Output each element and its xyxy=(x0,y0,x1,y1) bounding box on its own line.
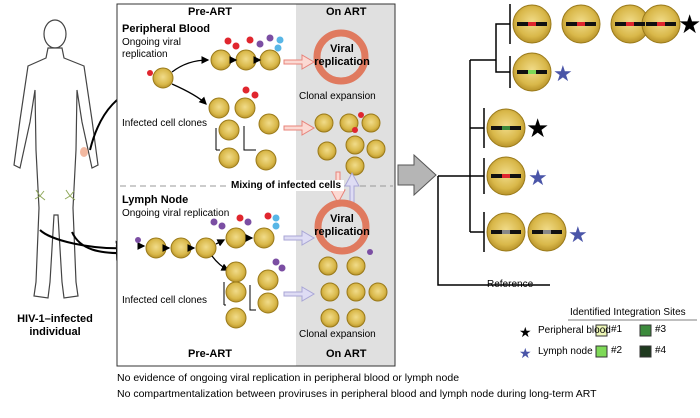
pb-viral-replication-line1: Viral xyxy=(330,43,354,55)
tree-cells xyxy=(486,4,681,252)
tree-reference-label: Reference xyxy=(487,279,534,290)
ln-viral-replication-line2: replication xyxy=(314,226,370,238)
pb-replication-line2: replication xyxy=(122,49,168,60)
ln-replication-label: Ongoing viral replication xyxy=(122,208,230,219)
star-icon: ★ xyxy=(526,114,549,144)
legend-peripheral-blood-star-icon: ★ xyxy=(519,325,532,341)
pb-replication-chain xyxy=(152,49,281,105)
pb-on-art-cells xyxy=(314,113,386,176)
site-1-swatch xyxy=(595,324,608,337)
human-caption-line2: individual xyxy=(29,326,81,338)
star-icon: ★ xyxy=(678,10,700,40)
pb-clonal-expansion: Clonal expansion xyxy=(299,91,376,102)
conclusion-1: No evidence of ongoing viral replication… xyxy=(117,372,460,384)
site-4-swatch xyxy=(639,345,652,358)
star-icon: ★ xyxy=(528,166,548,191)
on-art-top-label: On ART xyxy=(326,6,367,18)
mixing-label: Mixing of infected cells xyxy=(228,180,345,191)
site-2-swatch xyxy=(595,345,608,358)
legend-lymph-node: Lymph node xyxy=(538,346,593,357)
legend-site-4: #4 xyxy=(655,345,667,356)
big-transition-arrow xyxy=(397,153,437,197)
ln-clonal-expansion: Clonal expansion xyxy=(299,329,376,340)
on-art-bottom-label: On ART xyxy=(326,348,367,360)
legend-peripheral-blood: Peripheral blood xyxy=(538,325,611,336)
peripheral-blood-title: Peripheral Blood xyxy=(122,23,211,35)
legend-site-1: #1 xyxy=(611,324,623,335)
ln-on-art-cells xyxy=(318,256,388,328)
legend-site-2: #2 xyxy=(611,345,623,356)
ln-viral-replication-line1: Viral xyxy=(330,213,354,225)
star-icon: ★ xyxy=(568,223,588,248)
pre-art-bottom-label: Pre-ART xyxy=(188,348,233,360)
pb-transition-arrows xyxy=(283,54,315,136)
star-icon: ★ xyxy=(553,62,573,87)
ln-clone-cells xyxy=(223,261,279,329)
phylogenetic-tree xyxy=(437,4,550,286)
legend-title: Identified Integration Sites xyxy=(570,307,686,318)
pb-viral-replication-line2: replication xyxy=(314,56,370,68)
lymph-node-marks xyxy=(34,189,76,201)
pb-clone-cells xyxy=(208,97,280,171)
pb-replication-line1: Ongoing viral xyxy=(122,37,181,48)
ln-replication-chain xyxy=(137,227,275,271)
lymph-node-title: Lymph Node xyxy=(122,194,189,206)
site-3-swatch xyxy=(639,324,652,337)
conclusion-2: No compartmentalization between provirus… xyxy=(117,388,597,400)
blood-draw-mark xyxy=(80,147,88,157)
legend-lymph-node-star-icon: ★ xyxy=(519,346,532,362)
ln-transition-arrows xyxy=(283,230,315,302)
ln-clones-label: Infected cell clones xyxy=(122,295,208,306)
pb-clones-label: Infected cell clones xyxy=(122,118,208,129)
pre-art-top-label: Pre-ART xyxy=(188,6,233,18)
pb-virus-particles xyxy=(147,34,364,133)
ln-virus-particles xyxy=(135,212,373,272)
human-caption-line1: HIV-1–infected xyxy=(17,313,93,325)
legend-site-3: #3 xyxy=(655,324,667,335)
ln-no-replication-symbol xyxy=(314,199,370,255)
pb-no-replication-symbol xyxy=(313,29,369,85)
tree-stars: ★ ★ ★ ★ ★ xyxy=(526,10,700,248)
human-figure-icon xyxy=(13,19,99,299)
